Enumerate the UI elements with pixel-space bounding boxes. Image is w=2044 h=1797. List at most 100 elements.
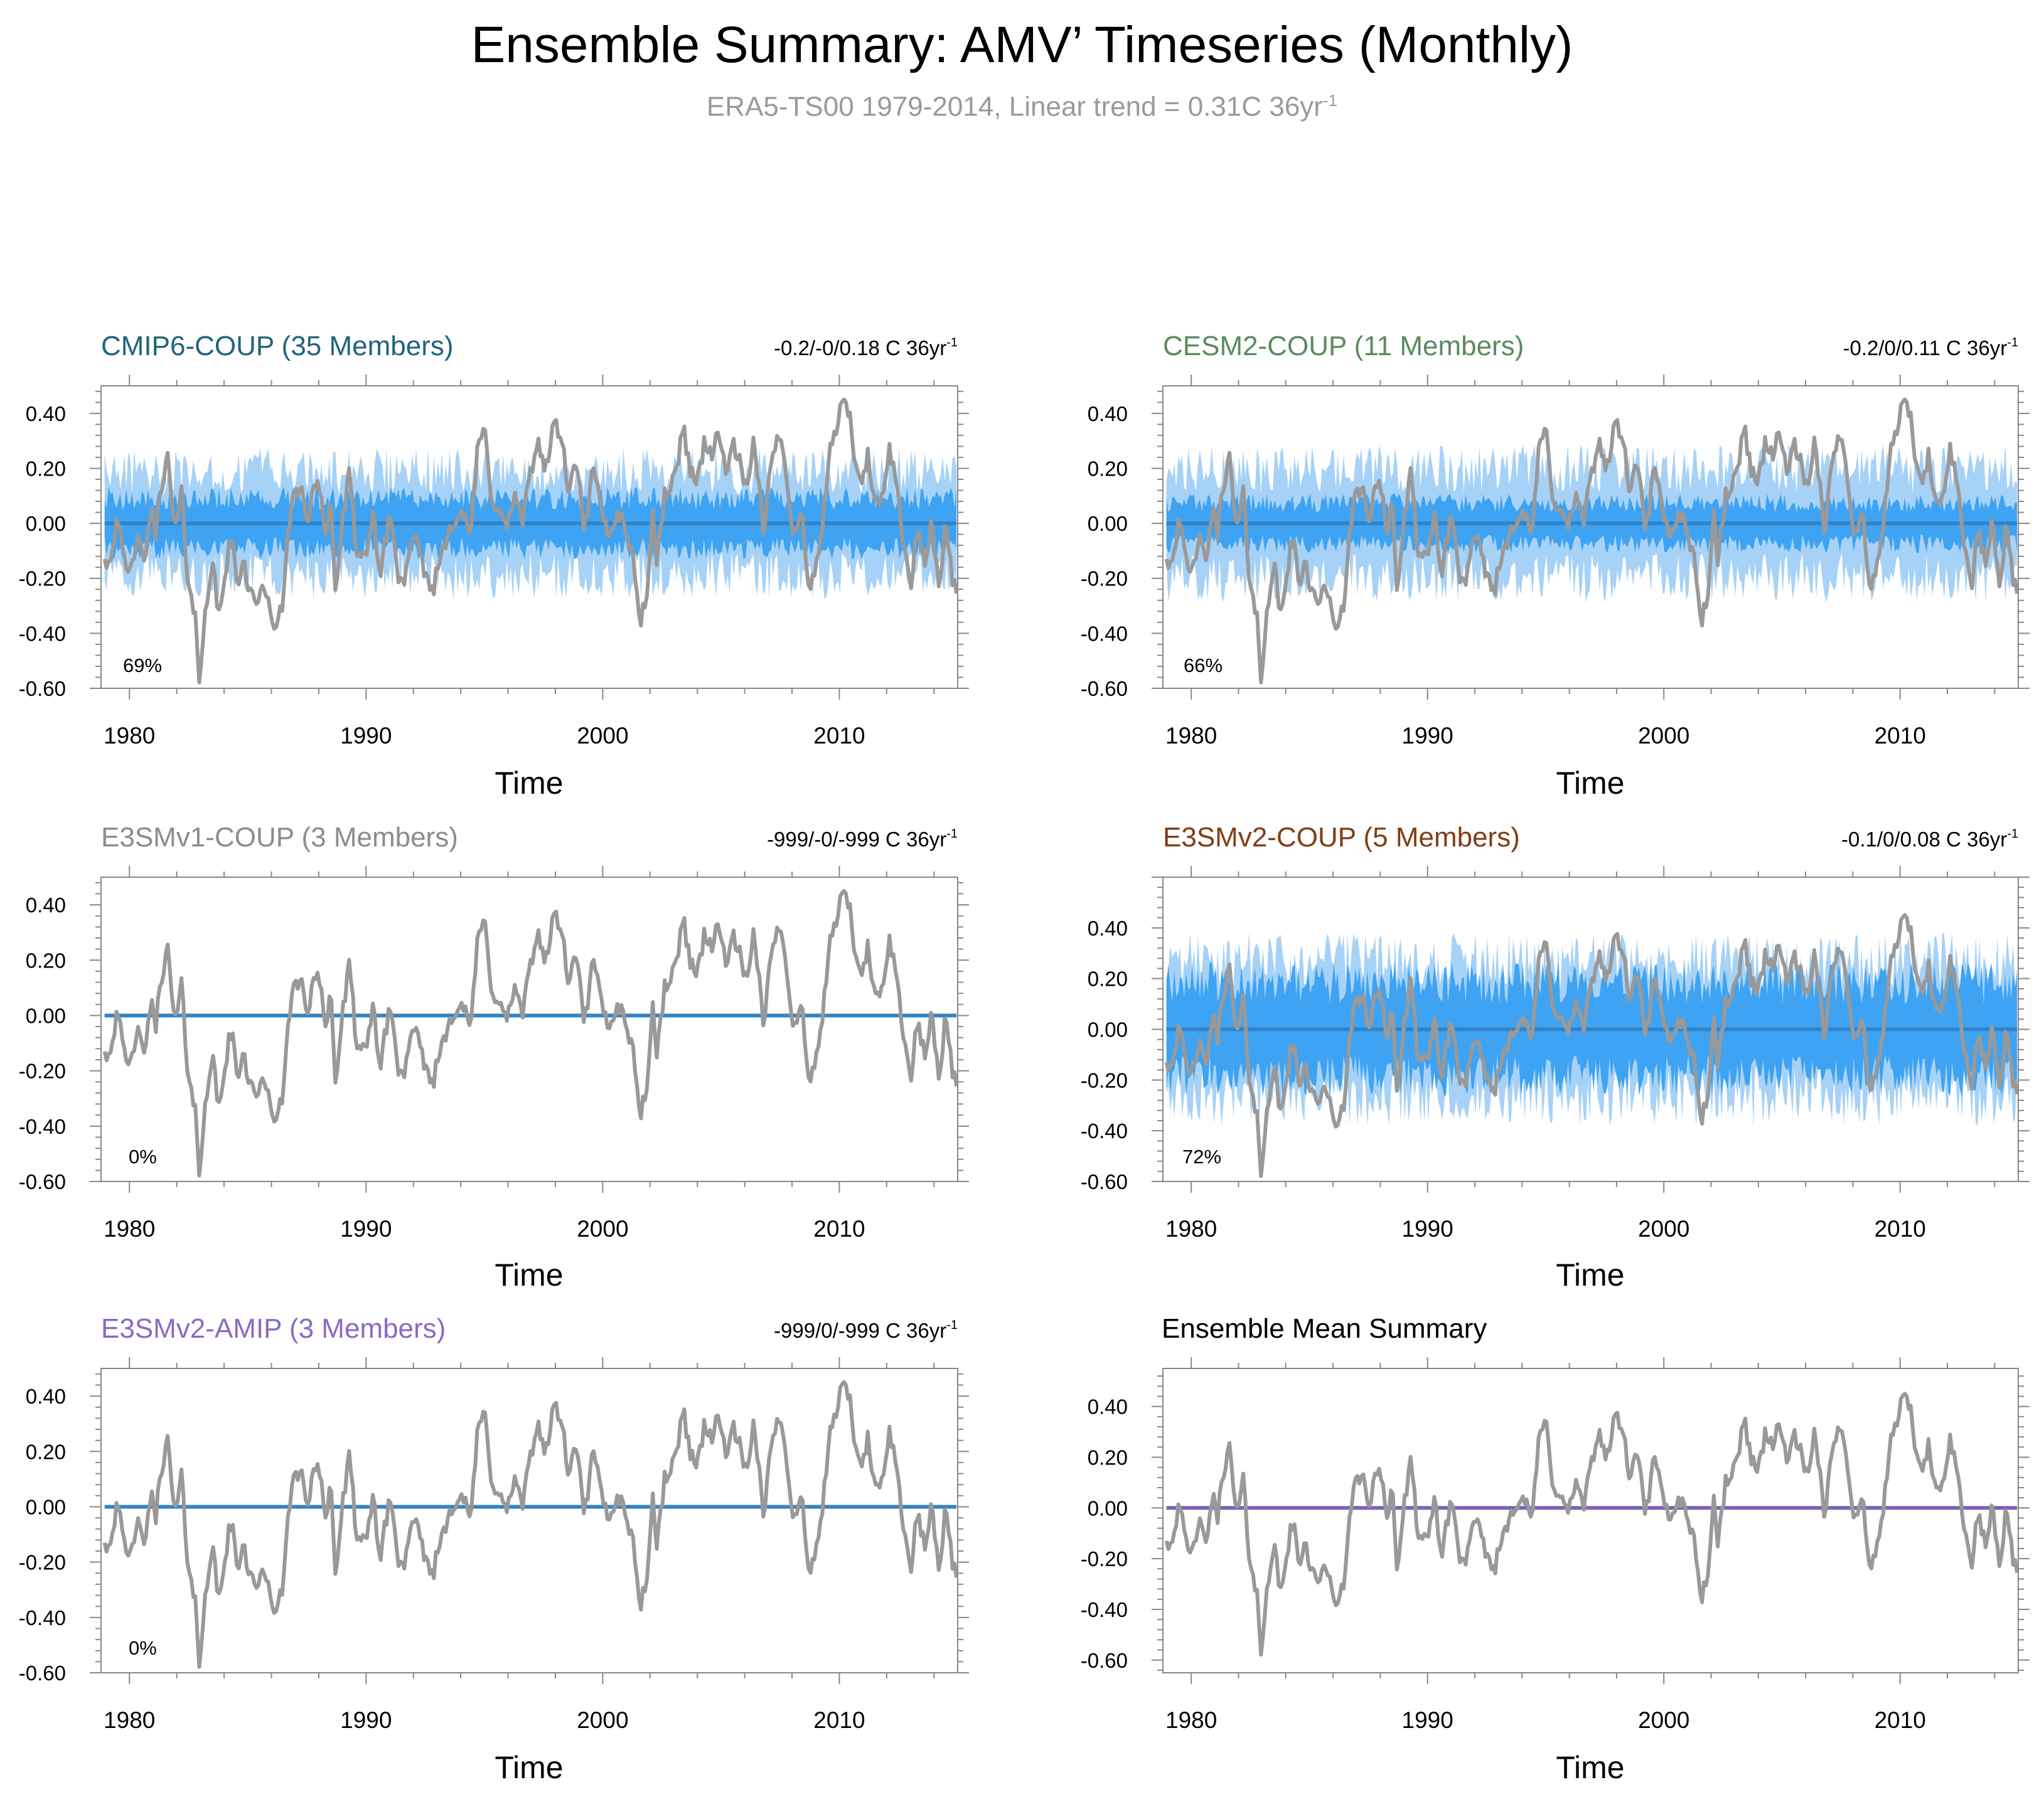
panel-title: E3SMv2-COUP (5 Members) — [1163, 822, 1520, 853]
y-tick-label: 0.20 — [1088, 457, 1128, 480]
x-tick-label: 2010 — [1875, 1216, 1926, 1242]
observed-line — [102, 888, 958, 1178]
figure-subtitle: ERA5-TS00 1979-2014, Linear trend = 0.31… — [0, 83, 2044, 125]
axis-ticks — [1152, 866, 2030, 1193]
y-tick-label: 0.20 — [1088, 968, 1128, 991]
panel-e3smv2-coup: E3SMv2-COUP (5 Members) -0.1/0/0.08 C 36… — [1081, 822, 2030, 1293]
y-tick-label: 0.20 — [1088, 1446, 1128, 1469]
trend-label-superscript: -1 — [2007, 336, 2018, 349]
y-tick-label: -0.60 — [19, 1170, 66, 1193]
trend-label: -999/-0/-999 C 36yr-1 — [767, 827, 958, 851]
y-tick-label: 0.00 — [1088, 512, 1128, 535]
trend-label-text: -999/0/-999 C 36yr — [774, 1319, 946, 1342]
trend-label: -0.1/0/0.08 C 36yr-1 — [1841, 827, 2018, 851]
x-axis-label: Time — [1556, 765, 1624, 801]
y-tick-label: -0.20 — [19, 567, 66, 590]
axis-ticks — [90, 866, 969, 1193]
x-axis-label: Time — [495, 1257, 563, 1293]
x-tick-label: 2010 — [1875, 1707, 1926, 1733]
observed-line — [1164, 397, 2018, 685]
observed-line — [102, 397, 958, 685]
axis-ticks — [1152, 375, 2030, 700]
x-tick-label: 1980 — [104, 723, 155, 749]
y-tick-label: -0.60 — [19, 1661, 66, 1685]
x-tick-label: 2000 — [1638, 1707, 1689, 1733]
x-tick-label: 2010 — [813, 723, 865, 749]
y-tick-label: 0.00 — [1088, 1496, 1128, 1520]
y-tick-label: -0.40 — [1081, 1598, 1128, 1621]
x-tick-label: 2000 — [1638, 1216, 1689, 1242]
y-tick-label: 0.40 — [26, 1385, 66, 1408]
y-tick-label: -0.60 — [19, 677, 66, 700]
y-tick-label: 0.00 — [26, 1495, 66, 1518]
x-tick-label: 1990 — [340, 1216, 392, 1242]
observed-line — [102, 1380, 958, 1669]
y-tick-label: -0.20 — [19, 1551, 66, 1574]
plot-area — [1164, 1392, 2018, 1657]
plot-frame — [100, 877, 958, 1182]
plot-area — [1164, 913, 2018, 1178]
figure-subtitle-superscript: -1 — [1322, 91, 1338, 110]
x-tick-label: 2000 — [577, 1707, 628, 1733]
panel-title: E3SMv2-AMIP (3 Members) — [101, 1313, 446, 1344]
observed-line — [1164, 913, 2018, 1178]
y-tick-label: 0.40 — [26, 893, 66, 917]
y-tick-label: -0.40 — [1081, 1119, 1128, 1143]
x-tick-label: 2000 — [577, 1216, 628, 1242]
y-tick-label: 0.20 — [26, 949, 66, 972]
y-tick-label: -0.20 — [1081, 1069, 1128, 1092]
trend-label: -999/0/-999 C 36yr-1 — [774, 1318, 958, 1342]
x-tick-label: 1980 — [1165, 1707, 1217, 1733]
y-tick-label: -0.40 — [1081, 622, 1128, 645]
panel-e3smv1-coup: E3SMv1-COUP (3 Members) -999/-0/-999 C 3… — [19, 822, 969, 1293]
plot-frame — [1162, 1368, 2019, 1673]
y-tick-label: 0.40 — [26, 402, 66, 425]
trend-label-text: -999/-0/-999 C 36yr — [767, 828, 946, 851]
y-tick-label: -0.20 — [1081, 567, 1128, 590]
x-tick-label: 2010 — [1875, 723, 1926, 749]
trend-label-text: -0.1/0/0.08 C 36yr — [1841, 828, 2007, 851]
trend-label-superscript: -1 — [946, 336, 958, 349]
y-tick-label: -0.60 — [1081, 1649, 1128, 1672]
trend-label-superscript: -1 — [946, 827, 958, 841]
panel-title: Ensemble Mean Summary — [1162, 1313, 1487, 1344]
x-tick-label: 1990 — [340, 1707, 392, 1733]
trend-label: -0.2/0/0.11 C 36yr-1 — [1843, 336, 2019, 360]
figure-subtitle-text: ERA5-TS00 1979-2014, Linear trend = 0.31… — [706, 91, 1323, 122]
trend-label-superscript: -1 — [946, 1318, 958, 1332]
panel-cesm2-coup: CESM2-COUP (11 Members) -0.2/0/0.11 C 36… — [1081, 331, 2030, 801]
y-tick-label: -0.40 — [19, 622, 66, 645]
plot-area — [102, 888, 958, 1178]
plot-area — [102, 1380, 958, 1669]
x-tick-label: 1980 — [1165, 1216, 1217, 1242]
x-tick-label: 1980 — [104, 1707, 155, 1733]
y-tick-label: -0.60 — [1081, 1170, 1128, 1193]
x-axis-label: Time — [1556, 1750, 1624, 1785]
y-tick-label: 0.20 — [26, 1440, 66, 1463]
plot-area — [102, 397, 958, 685]
plot-frame — [1162, 385, 2019, 689]
percent-label: 66% — [1184, 654, 1223, 676]
y-tick-label: -0.20 — [19, 1060, 66, 1083]
x-tick-label: 1990 — [1402, 1216, 1453, 1242]
y-tick-label: 0.40 — [1088, 917, 1128, 940]
y-tick-label: -0.20 — [1081, 1547, 1128, 1570]
panel-title: E3SMv1-COUP (3 Members) — [101, 822, 458, 853]
trend-label-text: -0.2/0/0.11 C 36yr — [1843, 336, 2008, 360]
x-tick-label: 1990 — [1402, 723, 1453, 749]
axis-ticks — [90, 1357, 969, 1684]
x-tick-label: 1990 — [1402, 1707, 1453, 1733]
axis-ticks — [1152, 1357, 2030, 1684]
plot-frame — [100, 385, 958, 689]
y-tick-label: 0.00 — [26, 512, 66, 535]
plot-frame — [100, 1368, 958, 1673]
y-tick-label: 0.00 — [26, 1004, 66, 1027]
percent-label: 0% — [129, 1637, 157, 1659]
x-tick-label: 2010 — [813, 1707, 865, 1733]
x-axis-label: Time — [495, 1750, 563, 1785]
y-tick-label: 0.40 — [1088, 402, 1128, 425]
percent-label: 69% — [123, 654, 162, 676]
figure-title: Ensemble Summary: AMV’ Timeseries (Month… — [471, 16, 1573, 73]
x-tick-label: 2000 — [1638, 723, 1689, 749]
